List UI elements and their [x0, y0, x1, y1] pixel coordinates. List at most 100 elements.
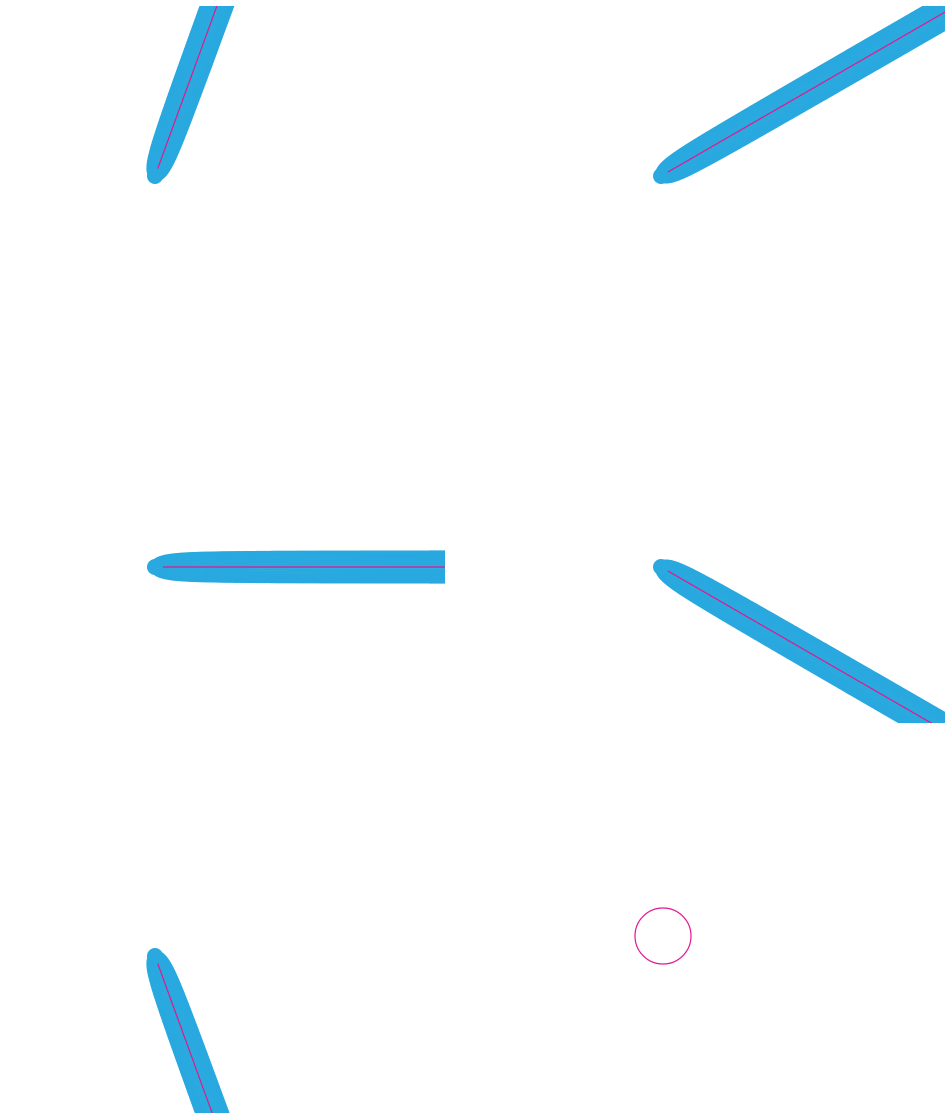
- captured-streamline: [149, 566, 445, 584]
- captured-streamline: [157, 957, 219, 1113]
- captured-streamline: [157, 563, 445, 567]
- captured-streamline: [157, 563, 445, 567]
- streamline-panel-middle-left: [7, 397, 445, 723]
- captured-streamline: [660, 6, 939, 174]
- captured-streamline: [154, 6, 215, 174]
- captured-streamline: [660, 6, 941, 174]
- captured-streamline: [157, 6, 226, 176]
- separatrix-tail: [666, 569, 933, 723]
- captured-streamline: [157, 956, 220, 1113]
- captured-streamline: [153, 6, 213, 174]
- captured-streamline: [156, 957, 218, 1113]
- captured-streamline: [157, 568, 445, 572]
- captured-streamline: [154, 6, 216, 174]
- captured-streamline: [157, 568, 445, 573]
- captured-streamline: [153, 6, 211, 174]
- captured-streamline: [663, 564, 945, 723]
- captured-streamline: [154, 958, 209, 1113]
- captured-streamline: [153, 958, 207, 1113]
- captured-streamline: [146, 951, 196, 1113]
- captured-streamline: [157, 955, 223, 1113]
- streamline-panel-top-left: [7, 6, 445, 333]
- captured-streamline: [157, 567, 445, 571]
- captured-streamline: [663, 19, 945, 178]
- captured-streamline: [155, 958, 214, 1113]
- captured-streamline: [156, 568, 445, 575]
- captured-streamline: [662, 9, 945, 175]
- captured-streamline: [661, 569, 919, 723]
- captured-streamline: [663, 566, 944, 723]
- captured-streamline: [660, 569, 917, 723]
- captured-streamline: [157, 6, 224, 175]
- captured-streamline: [663, 16, 945, 177]
- captured-streamline: [655, 564, 901, 723]
- captured-streamline: [663, 17, 945, 177]
- captured-streamline: [154, 6, 214, 174]
- captured-streamline: [156, 957, 217, 1113]
- captured-streamline: [152, 6, 211, 174]
- solid-body-outline: [634, 907, 692, 965]
- captured-streamline: [156, 558, 445, 565]
- captured-streamline: [661, 6, 945, 174]
- captured-streamline: [663, 565, 945, 723]
- captured-streamline: [157, 561, 445, 566]
- captured-streamline: [660, 569, 918, 723]
- captured-streamline: [662, 568, 928, 723]
- captured-streamline: [156, 6, 222, 175]
- captured-streamline: [663, 564, 945, 722]
- captured-streamline: [662, 8, 945, 175]
- captured-streamline: [661, 6, 943, 174]
- captured-streamline: [153, 958, 207, 1113]
- captured-streamline: [157, 567, 445, 570]
- captured-streamline: [662, 568, 930, 723]
- captured-streamline: [152, 958, 206, 1113]
- captured-streamline: [663, 568, 931, 723]
- captured-streamline: [663, 12, 945, 176]
- captured-streamline: [661, 569, 923, 723]
- captured-streamline: [153, 6, 235, 182]
- captured-streamline: [663, 566, 941, 723]
- source-point: [653, 168, 669, 184]
- captured-streamline: [156, 559, 445, 566]
- captured-streamline: [663, 20, 945, 179]
- captured-streamline: [152, 6, 209, 174]
- captured-streamline: [662, 569, 926, 723]
- captured-streamline: [663, 567, 938, 723]
- captured-streamline: [156, 559, 445, 565]
- captured-streamline: [663, 13, 945, 176]
- source-point: [147, 948, 163, 964]
- source-point: [147, 559, 163, 575]
- streamline-plot: [653, 559, 945, 723]
- streamline-panel-bottom-right: [513, 786, 945, 1113]
- captured-streamline: [663, 15, 945, 177]
- captured-streamline: [663, 14, 945, 176]
- captured-streamline: [663, 566, 940, 723]
- captured-streamline: [152, 958, 205, 1113]
- streamline-plot: [147, 550, 445, 584]
- captured-streamline: [661, 569, 922, 723]
- captured-streamline: [157, 6, 225, 176]
- captured-streamline: [662, 7, 945, 174]
- captured-streamline: [155, 6, 216, 174]
- captured-streamline: [154, 958, 210, 1113]
- captured-streamline: [157, 562, 445, 566]
- captured-streamline: [157, 567, 445, 571]
- captured-streamline: [154, 6, 213, 174]
- captured-streamline: [157, 956, 220, 1113]
- captured-streamline: [151, 6, 209, 175]
- separatrix-tail: [156, 962, 213, 1113]
- streamline-plot: [146, 948, 230, 1113]
- captured-streamline: [660, 6, 942, 174]
- captured-streamline: [663, 567, 937, 723]
- captured-streamline: [663, 565, 945, 723]
- source-point: [653, 559, 669, 575]
- separatrix-tail: [666, 11, 945, 174]
- captured-streamline: [157, 565, 445, 567]
- streamline-plot: [653, 6, 945, 184]
- captured-streamline: [661, 6, 945, 174]
- captured-streamline: [153, 6, 212, 174]
- streamline-plot: [634, 907, 692, 965]
- captured-streamline: [155, 958, 212, 1113]
- captured-streamline: [157, 567, 445, 569]
- captured-streamline: [156, 958, 215, 1113]
